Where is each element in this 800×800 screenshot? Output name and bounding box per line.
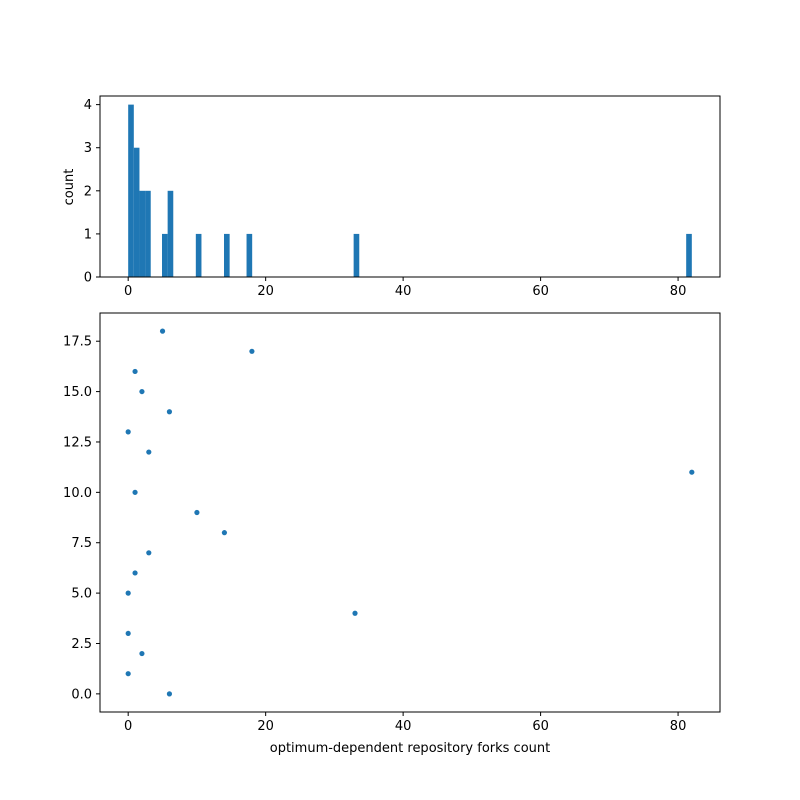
y-tick-label: 4: [84, 98, 92, 113]
y-tick-label: 2: [84, 184, 92, 199]
y-tick-label: 1: [84, 227, 92, 242]
histogram-y-ticks: 0 1 2 3 4: [84, 98, 100, 286]
scatter-point: [146, 449, 152, 455]
x-tick-label: 80: [670, 719, 687, 734]
scatter-point: [166, 691, 173, 697]
x-tick-label: 0: [124, 719, 132, 734]
scatter-point: [159, 328, 166, 334]
x-tick-label: 60: [532, 719, 549, 734]
histogram-panel: 0 20 40 60 80 0 1 2 3 4 count: [62, 95, 721, 299]
x-tick-label: 40: [395, 719, 412, 734]
scatter-frame: [99, 312, 721, 713]
histogram-bar: [145, 190, 151, 277]
scatter-points: [125, 328, 695, 697]
scatter-point: [132, 489, 138, 495]
histogram-bars: [128, 104, 692, 277]
histogram-bar: [195, 233, 202, 277]
scatter-point: [194, 509, 200, 516]
histogram-bar: [139, 190, 146, 277]
y-tick-label: 7.5: [71, 536, 92, 551]
y-tick-label: 12.5: [63, 435, 92, 450]
histogram-bar: [686, 233, 692, 277]
scatter-point: [139, 388, 145, 395]
histogram-plot-area: [100, 96, 720, 277]
scatter-plot-area: [100, 313, 720, 712]
y-tick-label: 2.5: [71, 637, 92, 652]
scatter-panel: 0 20 40 60 80 0.0 2.5 5.0 7.5 10.0 12.5 15.0 17.5 o…: [63, 312, 721, 756]
scatter-point: [221, 530, 228, 536]
histogram-bar: [224, 233, 230, 277]
y-tick-label: 10.0: [63, 486, 92, 501]
y-tick-label: 3: [84, 141, 92, 156]
histogram-bar: [133, 147, 140, 277]
scatter-point: [689, 469, 695, 475]
scatter-point: [125, 429, 131, 435]
histogram-bar: [128, 104, 134, 277]
scatter-point: [352, 610, 358, 616]
histogram-frame: [99, 95, 721, 278]
scatter-x-axis-label: optimum-dependent repository forks count: [270, 741, 550, 756]
y-tick-label: 17.5: [63, 335, 92, 350]
scatter-y-ticks: 0.0 2.5 5.0 7.5 10.0 12.5 15.0 17.5: [63, 335, 100, 702]
scatter-point: [125, 671, 131, 677]
y-tick-label: 5.0: [71, 587, 92, 602]
histogram-bar: [246, 233, 253, 277]
histogram-bar: [353, 233, 360, 277]
scatter-point: [146, 550, 152, 556]
histogram-y-axis-label: count: [62, 169, 77, 206]
scatter-point: [125, 630, 131, 637]
scatter-point: [132, 570, 138, 576]
scatter-point: [166, 409, 173, 415]
x-tick-label: 0: [124, 284, 132, 299]
x-tick-label: 20: [257, 719, 274, 734]
scatter-x-ticks: 0 20 40 60 80: [124, 712, 686, 734]
x-tick-label: 60: [532, 284, 549, 299]
scatter-point: [139, 650, 145, 657]
scatter-point: [249, 348, 255, 354]
histogram-bar: [167, 190, 174, 277]
y-tick-label: 0.0: [71, 687, 92, 702]
x-tick-label: 80: [670, 284, 687, 299]
histogram-x-ticks: 0 20 40 60 80: [124, 277, 686, 299]
y-tick-label: 0: [84, 271, 92, 286]
x-tick-label: 20: [257, 284, 274, 299]
scatter-point: [125, 590, 131, 596]
histogram-bar: [162, 233, 168, 277]
scatter-point: [132, 368, 138, 375]
x-tick-label: 40: [395, 284, 412, 299]
y-tick-label: 15.0: [63, 385, 92, 400]
